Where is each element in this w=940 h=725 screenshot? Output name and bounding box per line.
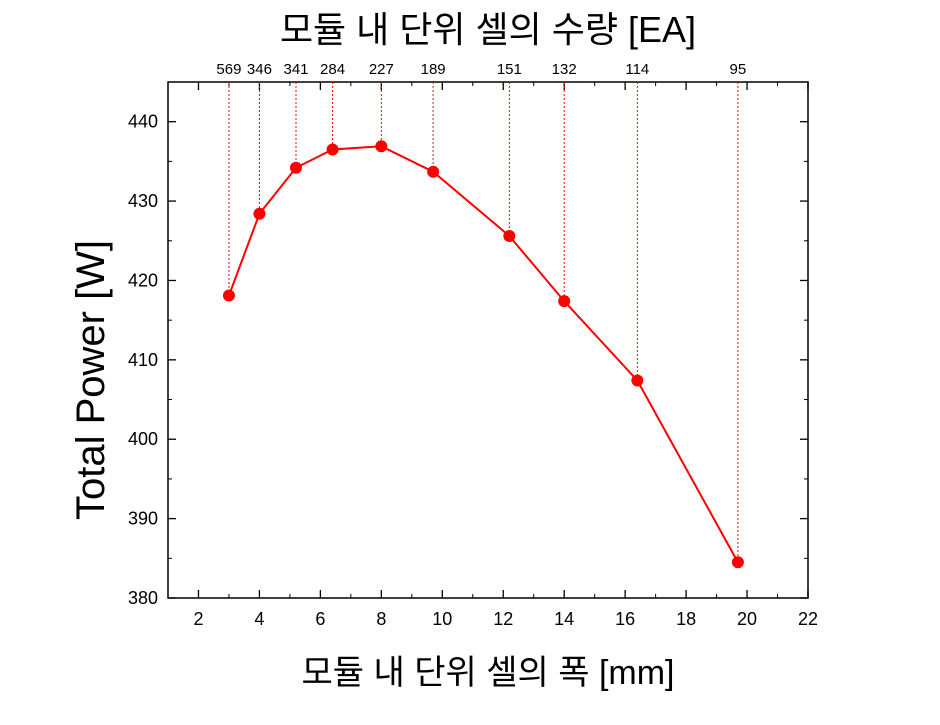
top-annotation-label: 95	[730, 61, 747, 78]
data-point	[631, 374, 644, 387]
x-tick-label: 10	[432, 609, 452, 629]
top-annotation-label: 227	[369, 61, 394, 78]
y-axis-label: Total Power [W]	[69, 240, 113, 520]
top-annotation-label: 341	[283, 61, 308, 78]
x-tick-label: 4	[254, 609, 264, 629]
top-annotation-label: 132	[552, 61, 577, 78]
series-line	[228, 145, 739, 563]
top-annotation-label: 284	[320, 61, 345, 78]
y-tick-label: 420	[128, 270, 158, 290]
x-tick-label: 18	[676, 609, 696, 629]
chart-title: 모듈 내 단위 셀의 수량 [EA]	[280, 9, 696, 50]
top-annotation-label: 569	[216, 61, 241, 78]
top-annotation-label: 114	[625, 61, 649, 78]
y-tick-label: 380	[128, 588, 158, 608]
y-tick-label: 410	[128, 350, 158, 370]
x-tick-label: 12	[493, 609, 513, 629]
plot-frame	[167, 81, 809, 599]
x-tick-label: 16	[615, 609, 635, 629]
y-tick-label: 400	[128, 429, 158, 449]
data-point	[731, 556, 744, 569]
x-tick-label: 2	[193, 609, 203, 629]
x-tick-label: 8	[376, 609, 386, 629]
top-annotation-label: 346	[247, 61, 272, 78]
data-point	[558, 295, 571, 308]
plot-layer: 2 4 6 8 10 12 14 16 18 20 22 380 390 400 410 420 430 440 5…	[128, 61, 818, 629]
y-tick-label: 430	[128, 191, 158, 211]
data-point	[375, 140, 388, 153]
data-point	[427, 165, 440, 178]
data-point	[253, 207, 266, 220]
x-tick-label: 14	[554, 609, 574, 629]
y-tick-label: 440	[128, 112, 158, 132]
top-annotation-label: 189	[421, 61, 446, 78]
y-tick-label: 390	[128, 509, 158, 529]
top-annotation-label: 151	[497, 61, 522, 78]
data-point	[326, 143, 339, 156]
data-point	[290, 161, 302, 174]
x-axis-label: 모듈 내 단위 셀의 폭 [mm]	[301, 654, 674, 692]
data-point	[222, 289, 235, 302]
x-tick-label: 22	[798, 609, 818, 629]
data-point	[503, 230, 516, 243]
x-tick-label: 20	[737, 609, 757, 629]
x-tick-label: 6	[315, 609, 325, 629]
